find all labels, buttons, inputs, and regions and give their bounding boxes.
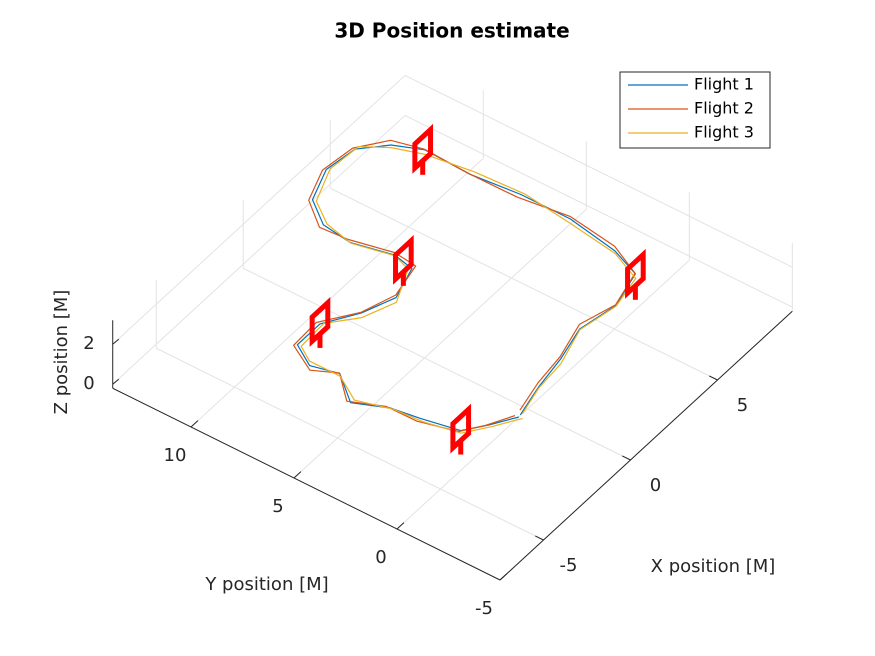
x-axis bbox=[499, 310, 793, 581]
y-axis-label: Y position [M] bbox=[204, 574, 328, 595]
y-tick-label: 5 bbox=[272, 496, 283, 517]
x-tick-label: -5 bbox=[560, 555, 578, 576]
grid-line bbox=[404, 74, 793, 268]
chart-title: 3D Position estimate bbox=[334, 19, 569, 43]
y-tick bbox=[190, 420, 199, 428]
grid-line bbox=[329, 187, 718, 381]
z-tick bbox=[112, 338, 120, 345]
grid-line bbox=[242, 267, 631, 461]
x-tick-label: 5 bbox=[737, 395, 748, 416]
grid-line bbox=[112, 115, 406, 385]
grid bbox=[112, 74, 793, 581]
legend: Flight 1 Flight 2 Flight 3 bbox=[619, 71, 771, 149]
y-tick bbox=[293, 471, 302, 479]
grid-line bbox=[190, 157, 484, 428]
x-tick bbox=[535, 535, 544, 541]
z-tick-label: 2 bbox=[83, 333, 94, 354]
x-axis-label: X position [M] bbox=[651, 556, 776, 577]
x-tick-label: 0 bbox=[650, 475, 661, 496]
x-tick bbox=[622, 455, 631, 461]
legend-label: Flight 1 bbox=[694, 75, 754, 94]
z-axis-label: Z position [M] bbox=[51, 290, 72, 415]
z-tick-label: 0 bbox=[83, 373, 94, 394]
grid-line bbox=[112, 75, 406, 345]
grid-line bbox=[396, 259, 690, 530]
trajectory bbox=[300, 146, 637, 434]
grid-line bbox=[293, 208, 587, 479]
legend-label: Flight 2 bbox=[694, 99, 754, 118]
gate-frame bbox=[393, 234, 414, 285]
axes: -5 0 5 -5 0 5 10 0 2 bbox=[83, 310, 793, 619]
gate-frame bbox=[625, 248, 646, 299]
grid-line bbox=[155, 347, 544, 541]
y-tick-label: 0 bbox=[375, 547, 386, 568]
trajectory bbox=[293, 139, 636, 433]
grid-line bbox=[404, 114, 793, 308]
y-tick-label: 10 bbox=[164, 445, 187, 466]
y-axis bbox=[112, 387, 501, 581]
gate-frame bbox=[412, 123, 434, 174]
plot-area bbox=[293, 123, 646, 455]
y-tick bbox=[396, 522, 405, 530]
x-tick bbox=[709, 375, 718, 381]
gate-frame bbox=[450, 403, 472, 454]
legend-label: Flight 3 bbox=[694, 123, 754, 142]
gate-frame bbox=[309, 297, 331, 347]
y-tick bbox=[499, 573, 508, 581]
z-tick bbox=[112, 378, 120, 385]
y-tick-label: -5 bbox=[475, 598, 493, 619]
